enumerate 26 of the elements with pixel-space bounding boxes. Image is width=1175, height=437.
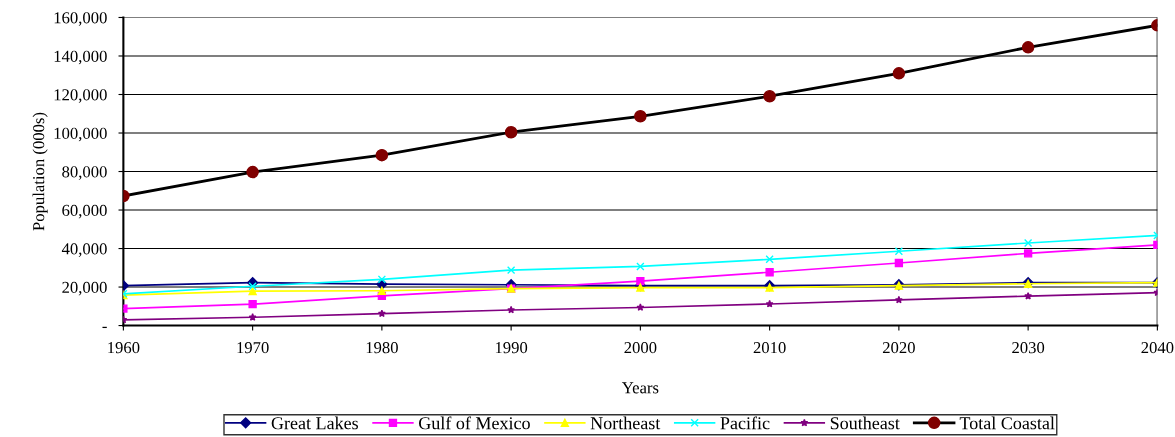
y-axis-title: Population (000s): [32, 112, 48, 231]
legend-label: Total Coastal: [959, 416, 1055, 430]
legend-label: Southeast: [830, 416, 900, 430]
x-tick-label: 2030: [1012, 342, 1045, 354]
y-tick-label: 80,000: [62, 166, 107, 180]
y-tick-label: 60,000: [62, 204, 107, 219]
x-tick-label: 1960: [108, 342, 140, 354]
legend-label: Northeast: [590, 416, 661, 430]
x-tick-label: 1990: [495, 342, 528, 354]
x-tick-label: 1980: [366, 342, 398, 354]
x-tick-label: 2010: [753, 342, 786, 354]
x-axis-title: Years: [621, 382, 659, 394]
y-tick-label: 160,000: [54, 12, 107, 26]
y-tick-label: 20,000: [62, 281, 107, 296]
y-tick-label: 100,000: [54, 127, 107, 142]
legend-label: Great Lakes: [271, 416, 358, 430]
y-tick-label: -: [102, 326, 107, 329]
x-tick-label: 2020: [882, 342, 915, 354]
x-tick-label: 1970: [237, 342, 269, 354]
y-tick-label: 140,000: [54, 50, 107, 65]
legend-label: Gulf of Mexico: [418, 416, 530, 430]
y-tick-label: 120,000: [54, 89, 107, 103]
y-tick-label: 40,000: [61, 243, 107, 257]
legend-label: Pacific: [720, 416, 770, 430]
x-tick-label: 2000: [624, 342, 657, 354]
x-tick-label: 2040: [1141, 342, 1174, 354]
